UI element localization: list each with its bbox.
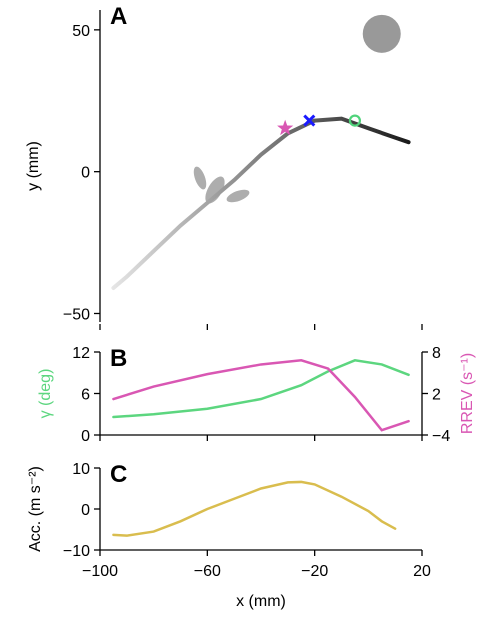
data-line — [111, 116, 411, 290]
y-tick-label: −10 — [63, 543, 90, 560]
data-line — [112, 480, 397, 537]
y2-tick-label: −4 — [432, 428, 450, 445]
x-axis-label: x (mm) — [236, 593, 286, 610]
y-axis-label: y (mm) — [25, 141, 42, 191]
y2-tick-label: 8 — [432, 345, 441, 362]
y2-tick-label: 2 — [432, 387, 441, 404]
marker-circle — [348, 114, 362, 127]
y-tick-label: 12 — [72, 345, 90, 362]
data-line — [112, 359, 410, 432]
y-axis-label: γ (deg) — [37, 369, 54, 419]
y-axis-label: Acc. (m s⁻²) — [27, 466, 44, 552]
panel-label: B — [110, 345, 127, 372]
y-tick-label: 0 — [81, 502, 90, 519]
y-tick-label: 6 — [81, 387, 90, 404]
y-tick-label: 0 — [81, 165, 90, 182]
y-tick-label: 0 — [81, 428, 90, 445]
panel-label: C — [110, 461, 127, 488]
y2-axis-label: RREV (s⁻¹) — [459, 353, 476, 434]
y-tick-label: −50 — [63, 306, 90, 323]
data-line — [112, 359, 410, 419]
x-tick-label: −20 — [301, 563, 328, 580]
x-tick-label: −100 — [82, 563, 118, 580]
panel-label: A — [110, 3, 127, 30]
y-tick-label: 10 — [72, 461, 90, 478]
marker-cross — [303, 114, 316, 127]
x-tick-label: −60 — [194, 563, 221, 580]
fly-silhouette — [193, 166, 250, 204]
y-tick-label: 50 — [72, 23, 90, 40]
target — [362, 14, 401, 53]
marker-star — [277, 119, 294, 136]
x-tick-label: 20 — [413, 563, 431, 580]
